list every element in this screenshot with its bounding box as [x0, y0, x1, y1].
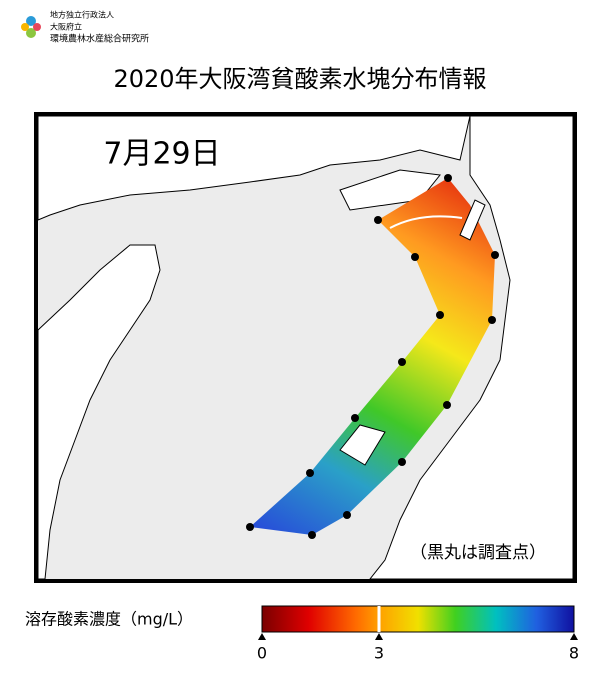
tick-label: 3	[374, 644, 384, 663]
logo	[21, 16, 41, 38]
note: （黒丸は調査点）	[410, 543, 546, 563]
org-line: 環境農林水産総合研究所	[50, 33, 149, 45]
date: 7月29日	[103, 137, 220, 172]
tick-label: 8	[569, 644, 579, 663]
tick-mark	[375, 633, 383, 640]
tick-label: 0	[257, 644, 267, 663]
tick-mark	[570, 633, 578, 640]
tick-mark	[258, 633, 266, 640]
title: 2020年大阪湾貧酸素水塊分布情報	[113, 65, 486, 93]
org-line: 地方独立行政法人	[50, 10, 114, 20]
colorbar-label: 溶存酸素濃度（mg/L）	[25, 610, 193, 629]
org-line: 大阪府立	[50, 22, 82, 32]
map: 7月29日 （黒丸は調査点）	[34, 112, 577, 583]
colorbar	[261, 605, 575, 633]
